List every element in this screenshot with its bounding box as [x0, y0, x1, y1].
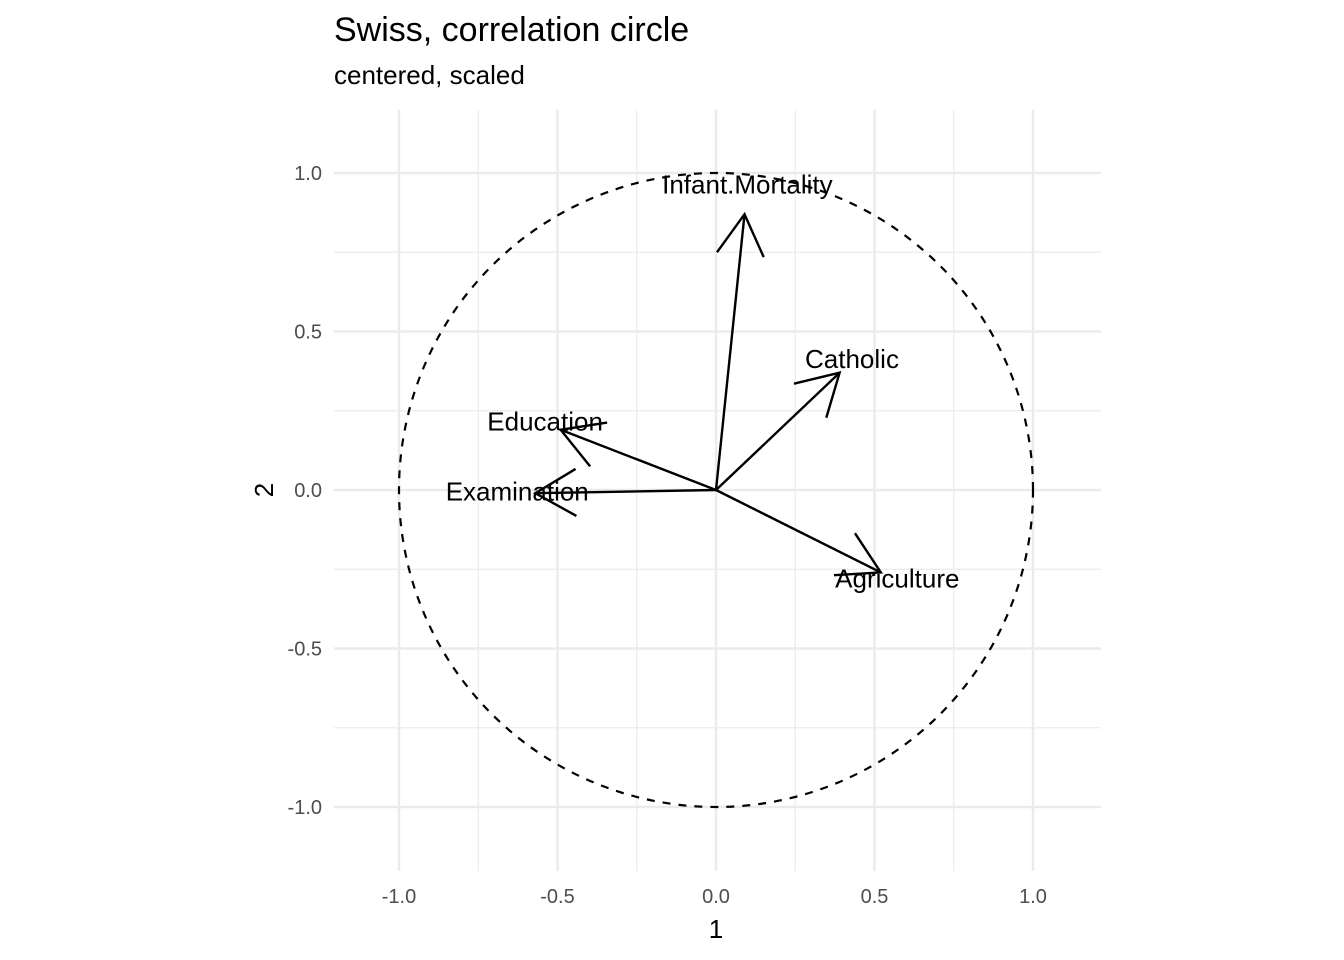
variable-label: Education: [487, 407, 603, 437]
x-tick-label: 0.0: [702, 886, 730, 908]
plot-panel: Agriculture Examination Education Catholic I…: [334, 110, 1101, 871]
arrow-shaft: [715, 488, 882, 574]
variable-label: Infant.Mortality: [662, 170, 833, 200]
x-axis-ticks: -1.0 -0.5 0.0 0.5 1.0: [382, 886, 1047, 908]
y-tick-label: 0.0: [294, 480, 322, 502]
variable-arrows: [532, 211, 883, 577]
y-tick-label: -1.0: [288, 797, 322, 819]
x-tick-label: 1.0: [1019, 886, 1047, 908]
x-tick-label: -0.5: [540, 886, 574, 908]
arrow-examination: [532, 467, 717, 518]
arrow-head: [715, 211, 765, 258]
chart-title: Swiss, correlation circle: [334, 11, 689, 49]
y-axis-title: 2: [249, 483, 279, 497]
arrow-head: [833, 532, 883, 577]
arrow-head: [793, 371, 842, 419]
variable-label: Agriculture: [835, 564, 959, 594]
x-axis-title: 1: [709, 914, 723, 944]
y-tick-label: 1.0: [294, 163, 322, 185]
arrow-head: [558, 421, 608, 468]
arrow-infant-mortality: [714, 211, 765, 491]
arrow-head: [532, 467, 578, 518]
unit-circle: [397, 171, 1035, 809]
arrow-shaft: [535, 488, 717, 495]
arrow-catholic: [715, 371, 842, 491]
x-tick-label: 0.5: [861, 886, 889, 908]
x-tick-label: -1.0: [382, 886, 416, 908]
arrow-shaft: [715, 371, 841, 491]
variable-label: Catholic: [805, 344, 899, 374]
arrow-shaft: [560, 428, 717, 492]
arrow-agriculture: [715, 488, 883, 577]
variable-label: Examination: [446, 476, 589, 506]
chart-subtitle: centered, scaled: [334, 60, 525, 90]
y-tick-label: -0.5: [288, 639, 322, 661]
y-tick-label: 0.5: [294, 322, 322, 344]
arrow-shaft: [714, 214, 746, 491]
y-axis-ticks: -1.0 -0.5 0.0 0.5 1.0: [288, 163, 322, 819]
variable-labels: Agriculture Examination Education Catholic I…: [446, 170, 960, 594]
arrow-education: [558, 421, 717, 492]
